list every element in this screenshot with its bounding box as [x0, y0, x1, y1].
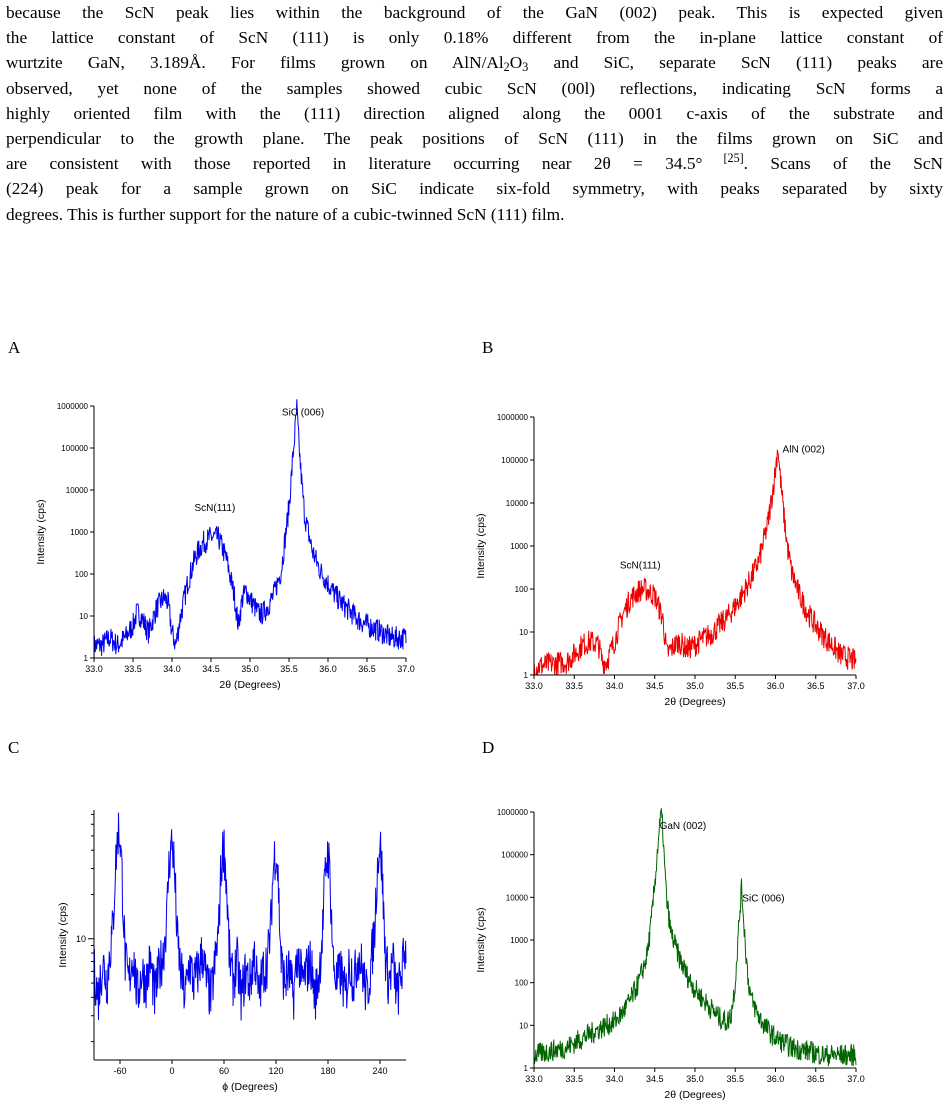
y-axis-label: Intensity (cps): [57, 902, 69, 967]
panel-label-d: D: [482, 738, 495, 757]
peak-annotation: SiC (006): [742, 893, 784, 904]
x-tick-label: 36.0: [767, 681, 785, 691]
paragraph-line: degrees. This is further support for the…: [6, 204, 565, 224]
xrd-chart-b: 33.0 33.5 34.0 34.5 35.0 35.5 36.0 36.5 37.0 1 10 1…: [475, 413, 865, 708]
y-axis-label: Intensity (cps): [475, 513, 487, 578]
data-series-line: [533, 808, 857, 1067]
paragraph-line: the lattice constant of ScN (111) is onl…: [6, 28, 943, 48]
y-tick-label: 10000: [506, 499, 529, 508]
y-tick-label: 1000000: [57, 402, 89, 411]
x-axis-label: 2θ (Degrees): [664, 696, 725, 708]
y-tick-label: 1000: [510, 542, 528, 551]
panel-label-c: C: [8, 738, 20, 757]
data-series-line: [533, 449, 857, 676]
y-tick-label: 10: [79, 612, 88, 621]
peak-annotation: GaN (002): [660, 821, 707, 832]
x-tick-label: 33.5: [565, 681, 583, 691]
x-tick-label: 240: [372, 1066, 387, 1076]
x-tick-label: 35.0: [686, 1074, 704, 1084]
x-tick-label: 37.0: [847, 681, 865, 691]
y-tick-label: 100000: [501, 851, 528, 860]
x-tick-label: 35.0: [686, 681, 704, 691]
y-tick-label: 100: [515, 979, 529, 988]
xrd-chart-d: 33.0 33.5 34.0 34.5 35.0 35.5 36.0 36.5 37.0 1 10 1…: [475, 808, 865, 1101]
x-tick-label: 60: [219, 1066, 229, 1076]
phi-scan-chart-c: -60 0 60 120 180 240 10 ϕ (Degrees) Intensity (c…: [57, 810, 407, 1093]
x-axis-label: ϕ (Degrees): [222, 1081, 277, 1093]
x-tick-label: 33.0: [525, 1074, 543, 1084]
y-tick-label: 10000: [66, 486, 89, 495]
y-tick-label: 10000: [506, 893, 529, 902]
y-tick-label: 100: [75, 570, 89, 579]
y-tick-label: 1: [524, 1064, 529, 1073]
y-tick-label: 100000: [61, 444, 88, 453]
y-tick-label: 100000: [501, 456, 528, 465]
peak-annotation: AlN (002): [783, 444, 825, 455]
x-tick-label: 34.0: [606, 1074, 624, 1084]
x-tick-label: 33.5: [124, 664, 142, 674]
x-tick-label: 180: [320, 1066, 335, 1076]
x-tick-label: 33.0: [85, 664, 103, 674]
x-tick-label: 35.5: [726, 1074, 744, 1084]
x-tick-label: 35.5: [280, 664, 298, 674]
x-axis-label: 2θ (Degrees): [664, 1089, 725, 1101]
y-tick-label: 100: [515, 585, 529, 594]
peak-annotation: ScN(111): [620, 560, 661, 571]
x-tick-label: 36.5: [807, 681, 825, 691]
x-tick-label: 36.5: [807, 1074, 825, 1084]
data-series-line: [93, 399, 407, 658]
panel-label-a: A: [8, 338, 21, 357]
y-axis-label: Intensity (cps): [475, 907, 487, 972]
x-tick-label: 36.0: [767, 1074, 785, 1084]
x-tick-label: 35.5: [726, 681, 744, 691]
peak-annotation: SiC (006): [282, 407, 324, 418]
x-tick-label: 34.5: [646, 681, 664, 691]
y-tick-label: 1: [84, 654, 89, 663]
x-tick-label: 33.5: [565, 1074, 583, 1084]
y-tick-label: 1: [524, 671, 529, 680]
panel-label-b: B: [482, 338, 494, 357]
y-tick-label: 1000000: [497, 808, 529, 817]
x-tick-label: 120: [268, 1066, 283, 1076]
x-tick-label: 34.5: [646, 1074, 664, 1084]
paragraph-line: (224) peak for a sample grown on SiC ind…: [6, 179, 943, 199]
y-tick-label: 1000: [510, 936, 528, 945]
x-axis-label: 2θ (Degrees): [219, 679, 280, 691]
x-tick-label: 0: [169, 1066, 174, 1076]
body-paragraph: because the ScN peak lies within the bac…: [6, 0, 943, 227]
x-tick-label: -60: [113, 1066, 126, 1076]
data-series-line: [93, 812, 407, 1021]
y-tick-label: 10: [519, 628, 528, 637]
paragraph-line: wurtzite GaN, 3.189Å. For films grown on…: [6, 53, 943, 75]
paragraph-line: perpendicular to the growth plane. The p…: [6, 129, 943, 149]
paragraph-line: because the ScN peak lies within the bac…: [6, 3, 943, 22]
paragraph-line: highly oriented film with the (111) dire…: [6, 103, 943, 123]
x-tick-label: 36.5: [358, 664, 376, 674]
paragraph-line: are consistent with those reported in li…: [6, 151, 943, 174]
x-tick-label: 37.0: [847, 1074, 865, 1084]
x-tick-label: 33.0: [525, 681, 543, 691]
y-tick-label: 1000: [70, 528, 88, 537]
x-tick-label: 35.0: [241, 664, 259, 674]
y-tick-label: 1000000: [497, 413, 529, 422]
y-tick-label: 10: [519, 1021, 528, 1030]
x-tick-label: 34.5: [202, 664, 220, 674]
xrd-chart-a: 33.0 33.5 34.0 34.5 35.0 35.5 36.0 36.5 37.0 1 10 1…: [35, 399, 415, 691]
x-tick-label: 37.0: [397, 664, 415, 674]
paragraph-line: observed, yet none of the samples showed…: [6, 78, 943, 98]
x-tick-label: 34.0: [163, 664, 181, 674]
x-tick-label: 34.0: [606, 681, 624, 691]
x-tick-label: 36.0: [319, 664, 337, 674]
peak-annotation: ScN(111): [195, 503, 236, 514]
y-axis-label: Intensity (cps): [35, 499, 47, 564]
y-tick-label: 10: [76, 934, 86, 944]
